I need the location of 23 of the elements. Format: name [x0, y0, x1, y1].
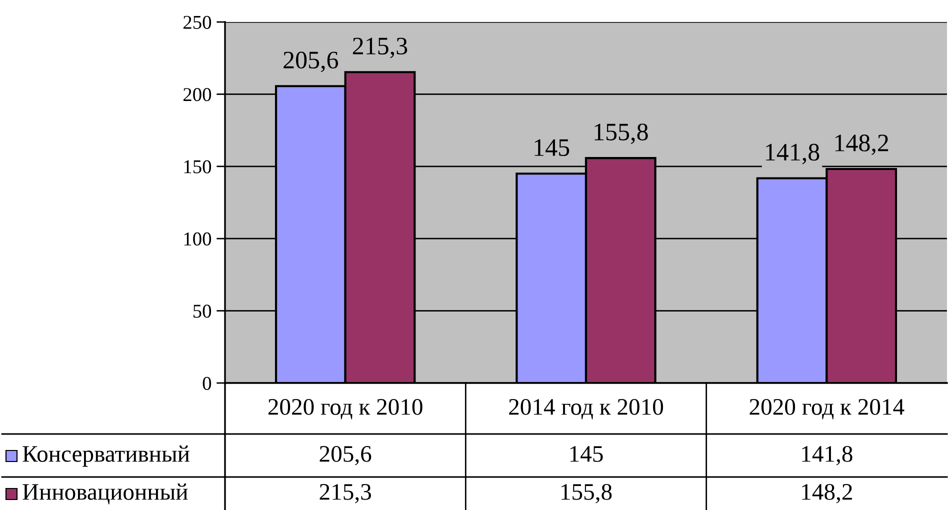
y-tick-label: 200: [183, 88, 212, 102]
y-tick-label: 0: [202, 376, 212, 390]
data-label: 141,8: [802, 446, 852, 466]
text: 148,2: [835, 134, 888, 156]
text: 141,8: [766, 144, 820, 164]
data-label: 215,3: [320, 484, 371, 504]
y-tick-label: 100: [184, 232, 212, 246]
x-tick-label: 2020 год к 2014: [750, 398, 904, 420]
text: 215,3: [352, 38, 408, 58]
data-label: 155,8: [562, 484, 612, 504]
x-tick-label: 2014 год к 2010: [509, 398, 664, 420]
legend-label: Консервативный: [22, 446, 190, 467]
data-label: 205,6: [320, 446, 372, 466]
y-tick-label: 150: [184, 160, 212, 174]
y-tick-label: 250: [183, 16, 212, 29]
text: 155,8: [594, 124, 648, 144]
text: 145: [534, 139, 570, 156]
legend-label: Инновационный: [22, 484, 188, 504]
x-tick-label: 2020 год к 2010: [268, 398, 422, 420]
data-label: 145: [570, 446, 603, 462]
data-label: 148,2: [802, 484, 852, 504]
y-tick-label: 50: [193, 304, 212, 318]
text: 205,6: [284, 52, 338, 72]
